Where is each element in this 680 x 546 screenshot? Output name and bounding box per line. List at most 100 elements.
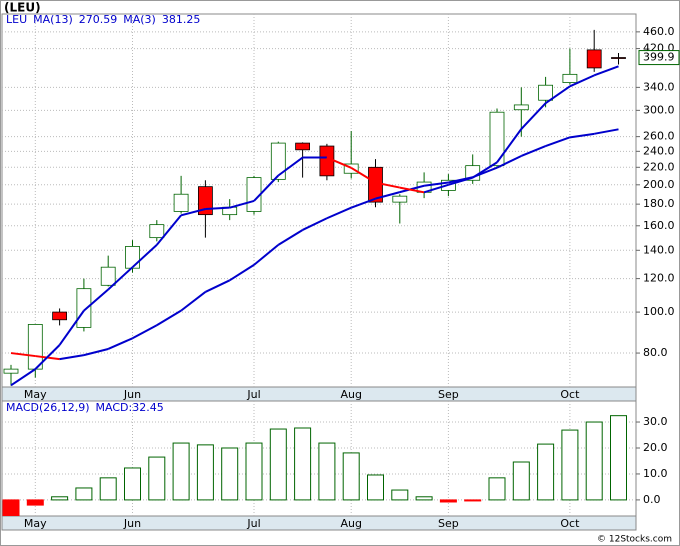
ma-line — [375, 181, 401, 189]
last-price-label: 399.9 — [643, 51, 675, 64]
macd-bar — [172, 442, 190, 501]
macd-bar — [99, 477, 117, 501]
candle-body — [392, 195, 408, 203]
legend-value: 381.25 — [162, 13, 201, 26]
macd-bar — [124, 467, 141, 501]
macd-bar — [585, 421, 603, 501]
macd-bar — [488, 477, 506, 501]
panel-frame — [1, 13, 637, 388]
ma-line — [204, 279, 231, 293]
macd-bar — [2, 499, 20, 516]
y-tick-label: 20.0 — [643, 441, 668, 454]
macd-bar — [537, 443, 555, 501]
candle-body — [149, 224, 165, 239]
candle-body — [319, 145, 335, 177]
ma-line — [545, 85, 571, 104]
macd-bar — [610, 415, 627, 501]
ma-line — [83, 288, 109, 312]
page-title: (LEU) — [4, 1, 41, 15]
macd-bar — [51, 496, 69, 501]
ma-line — [472, 161, 498, 179]
watermark: © 12Stocks.com — [597, 535, 672, 545]
ma-line — [253, 244, 279, 266]
ma-line — [399, 184, 425, 194]
x-tick-label: Oct — [560, 388, 580, 401]
ma-line — [83, 348, 109, 357]
x-tick-label: Aug — [340, 388, 361, 401]
macd-bar — [75, 487, 93, 501]
y-tick-label: 0.0 — [643, 493, 661, 506]
candle-body — [586, 49, 602, 69]
candle-body — [611, 57, 626, 59]
legend-entry: MA(3) — [123, 13, 156, 26]
ma-line — [156, 309, 182, 327]
candle-body — [270, 142, 286, 180]
ma-line — [302, 217, 328, 231]
macd-bar — [318, 442, 336, 501]
macd-bar — [196, 444, 214, 501]
y-tick-label: 200.0 — [643, 178, 675, 191]
ma-line — [180, 208, 206, 217]
ma-line — [277, 156, 304, 177]
x-tick-label: Sep — [438, 517, 459, 530]
x-tick-label: Jun — [123, 517, 141, 530]
ma-line — [107, 337, 133, 350]
ma-line — [326, 206, 352, 220]
candle-body — [562, 73, 578, 83]
ma-line — [448, 176, 473, 186]
candle-body — [52, 311, 67, 321]
x-tick-label: Jul — [246, 388, 260, 401]
ma-line — [423, 183, 449, 194]
ma-line — [496, 128, 523, 163]
macd-bar — [245, 442, 263, 501]
candle-body — [100, 266, 116, 286]
legend-value: 270.59 — [79, 13, 118, 26]
ma-line — [229, 264, 255, 282]
ma-line — [545, 136, 571, 147]
x-tick-label: May — [24, 388, 47, 401]
y-tick-label: 180.0 — [643, 197, 675, 210]
macd-bar — [391, 489, 409, 501]
x-tick-label: Oct — [560, 517, 580, 530]
ma-line — [10, 368, 36, 387]
legend-entry: MACD: — [96, 401, 133, 414]
candle-body — [197, 186, 213, 216]
x-tick-label: Aug — [340, 517, 361, 530]
macd-bar — [439, 499, 457, 503]
legend-symbol: LEU — [6, 13, 27, 26]
ma-line — [156, 214, 182, 246]
y-tick-label: 100.0 — [643, 305, 675, 318]
ma-line — [423, 181, 449, 187]
ma-line — [496, 155, 522, 169]
ma-line — [277, 229, 304, 246]
ma-line — [569, 132, 595, 139]
macd-bar — [221, 447, 239, 501]
x-tick-label: Jul — [246, 517, 260, 530]
y-tick-label: 220.0 — [643, 160, 675, 173]
macd-bar — [148, 456, 166, 501]
ma-line — [34, 344, 61, 370]
panel-title: MACD(26,12,9) — [6, 401, 90, 414]
ma-line — [253, 174, 280, 202]
ma-line — [593, 65, 619, 77]
ma-line — [107, 266, 134, 291]
candle-body — [173, 193, 189, 212]
y-tick-label: 460.0 — [643, 25, 675, 38]
ma-line — [229, 199, 255, 209]
candle-body — [538, 84, 553, 101]
ma-line — [399, 186, 425, 194]
macd-bar — [367, 474, 384, 501]
ma-line — [375, 191, 401, 200]
ma-line — [132, 324, 158, 340]
ma-line — [569, 74, 595, 88]
ma-line — [350, 197, 376, 209]
date-strip — [1, 515, 637, 531]
macd-bar — [342, 452, 360, 501]
ma-line — [520, 102, 547, 130]
ma-line — [10, 352, 36, 358]
candle-body — [295, 142, 311, 151]
macd-bar — [26, 499, 44, 506]
y-tick-label: 160.0 — [643, 219, 675, 232]
legend: MACD(26,12,9) MACD:32.45 — [6, 401, 164, 414]
